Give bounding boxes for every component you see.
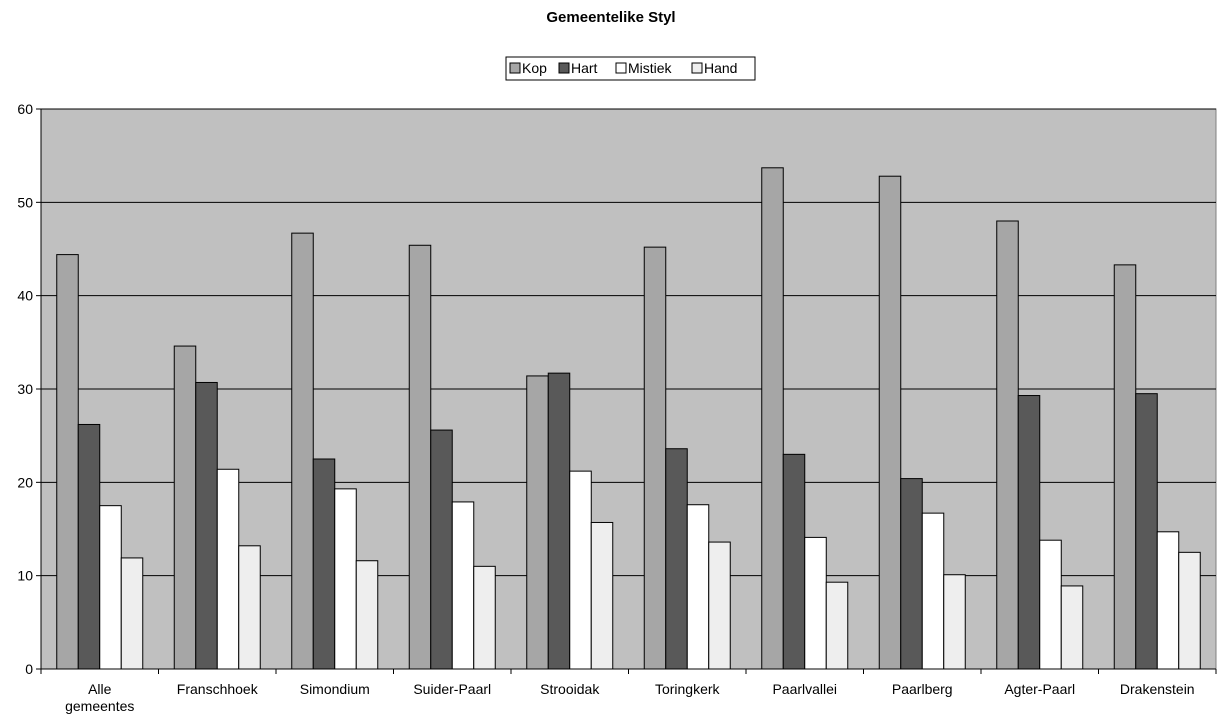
bar-hand	[943, 574, 966, 670]
bar-kop	[643, 246, 667, 670]
legend-label-kop: Kop	[522, 60, 547, 76]
bar-hand	[708, 541, 731, 670]
legend-swatch-mistiek	[615, 62, 627, 74]
bar-hand	[825, 581, 849, 670]
legend-swatch-kop	[509, 62, 521, 74]
y-tick-label: 10	[17, 568, 33, 584]
bar-hand	[120, 557, 144, 670]
bar-kop	[173, 345, 197, 670]
y-tick-label: 0	[25, 661, 33, 677]
bar-kop	[408, 244, 432, 670]
x-tick-label: Strooidak	[540, 681, 600, 697]
bar-hart	[195, 381, 218, 670]
x-tick-label: gemeentes	[65, 698, 134, 714]
bar-hart	[782, 453, 806, 670]
bar-hart	[1135, 393, 1158, 670]
y-tick-label: 50	[17, 194, 33, 210]
bar-kop	[291, 232, 314, 670]
x-tick-label: Toringkerk	[655, 681, 721, 697]
bar-hart	[430, 429, 453, 670]
legend-swatch-hand	[691, 62, 703, 74]
bar-hand	[590, 521, 614, 670]
bar-mistiek	[1156, 531, 1180, 670]
bar-mistiek	[686, 504, 710, 670]
bar-mistiek	[216, 468, 240, 670]
x-tick-label: Drakenstein	[1120, 681, 1195, 697]
legend-swatch-hart	[558, 62, 570, 74]
x-tick-label: Simondium	[300, 681, 370, 697]
bar-kop	[1113, 264, 1137, 670]
bar-kop	[996, 220, 1019, 670]
y-tick-label: 30	[17, 381, 33, 397]
bar-hand	[238, 545, 261, 670]
bar-hart	[665, 448, 688, 670]
bar-hand	[473, 565, 496, 670]
bar-hand	[1060, 585, 1084, 670]
bar-hand	[1178, 551, 1201, 670]
x-tick-label: Paarlberg	[892, 681, 953, 697]
bar-hart	[900, 478, 923, 670]
x-tick-label: Franschhoek	[177, 681, 259, 697]
y-tick-label: 20	[17, 474, 33, 490]
x-tick-label: Suider-Paarl	[413, 681, 491, 697]
bar-hart	[77, 423, 101, 670]
bar-kop	[761, 167, 784, 670]
bar-mistiek	[99, 505, 122, 670]
x-tick-label: Alle	[88, 681, 112, 697]
bar-hart	[1017, 395, 1041, 670]
bar-kop	[878, 175, 902, 670]
y-axis-ticks: 0 10 20 30 40 50 60	[17, 101, 41, 677]
legend: Kop Hart Mistiek Hand	[505, 56, 756, 81]
bar-kop	[56, 254, 79, 670]
x-tick-label: Paarlvallei	[772, 681, 837, 697]
bar-hart	[547, 372, 571, 670]
y-tick-label: 60	[17, 101, 33, 117]
legend-label-hand: Hand	[704, 60, 737, 76]
bars	[56, 167, 1201, 670]
bar-mistiek	[334, 488, 357, 670]
bar-mistiek	[804, 536, 827, 670]
bar-kop	[526, 375, 549, 670]
bar-hand	[355, 560, 379, 670]
bar-hart	[312, 458, 336, 670]
legend-label-hart: Hart	[571, 60, 598, 76]
legend-label-mistiek: Mistiek	[628, 60, 673, 76]
chart-title: Gemeentelike Styl	[546, 9, 675, 26]
bar-mistiek	[1039, 539, 1062, 670]
y-tick-label: 40	[17, 288, 33, 304]
bar-mistiek	[451, 501, 475, 670]
bar-mistiek	[569, 470, 592, 670]
bar-mistiek	[921, 512, 945, 670]
x-tick-label: Agter-Paarl	[1004, 681, 1075, 697]
